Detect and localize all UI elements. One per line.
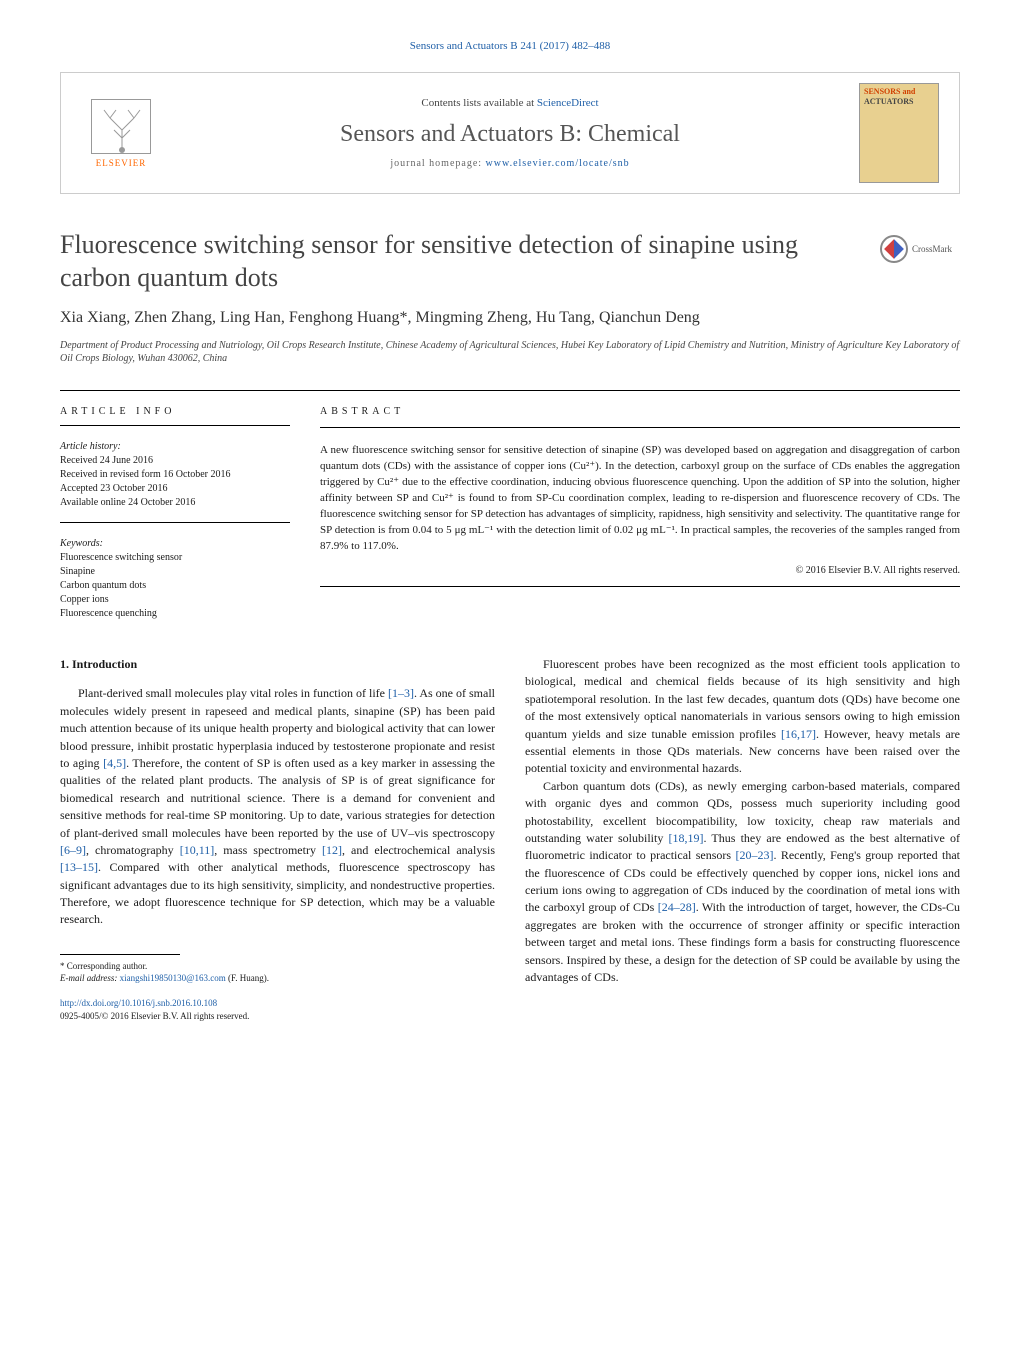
ref-4-5[interactable]: [4,5] (103, 756, 126, 770)
page-header-citation[interactable]: Sensors and Actuators B 241 (2017) 482–4… (60, 40, 960, 52)
article-title: Fluorescence switching sensor for sensit… (60, 229, 860, 294)
masthead: ELSEVIER Contents lists available at Sci… (60, 72, 960, 194)
p1-text-1: Plant-derived small molecules play vital… (78, 686, 388, 700)
p1-text-7: . Compared with other analytical methods… (60, 860, 495, 926)
crossmark-icon (880, 235, 908, 263)
info-divider-2 (60, 522, 290, 523)
p1-text-6: , and electrochemical analysis (342, 843, 495, 857)
email-prefix: E-mail address: (60, 973, 120, 983)
keywords-label: Keywords: (60, 538, 290, 549)
elsevier-logo[interactable]: ELSEVIER (81, 88, 161, 178)
keyword-4: Copper ions (60, 593, 290, 607)
title-row: Fluorescence switching sensor for sensit… (60, 229, 960, 294)
corresponding-author-note: * Corresponding author. E-mail address: … (60, 960, 495, 985)
ref-6-9[interactable]: [6–9] (60, 843, 86, 857)
col2-para-2: Carbon quantum dots (CDs), as newly emer… (525, 778, 960, 987)
abstract-header: ABSTRACT (320, 406, 960, 417)
doi-link[interactable]: http://dx.doi.org/10.1016/j.snb.2016.10.… (60, 998, 217, 1008)
elsevier-label: ELSEVIER (96, 158, 147, 168)
ref-1-3[interactable]: [1–3] (388, 686, 414, 700)
ref-16-17[interactable]: [16,17] (781, 727, 816, 741)
abstract-divider-bottom (320, 586, 960, 587)
elsevier-tree-icon (91, 99, 151, 154)
divider-top (60, 390, 960, 391)
page-container: Sensors and Actuators B 241 (2017) 482–4… (0, 0, 1020, 1063)
authors-line: Xia Xiang, Zhen Zhang, Ling Han, Fenghon… (60, 309, 960, 327)
cover-label-actuators: ACTUATORS (864, 97, 934, 106)
info-abstract-row: ARTICLE INFO Article history: Received 2… (60, 406, 960, 621)
column-right: Fluorescent probes have been recognized … (525, 656, 960, 1023)
p1-text-4: , chromatography (86, 843, 180, 857)
article-info-header: ARTICLE INFO (60, 406, 290, 417)
ref-20-23[interactable]: [20–23] (735, 848, 773, 862)
history-label: Article history: (60, 441, 290, 452)
article-info-block: ARTICLE INFO Article history: Received 2… (60, 406, 290, 621)
keyword-5: Fluorescence quenching (60, 607, 290, 621)
crossmark-button[interactable]: CrossMark (880, 229, 960, 269)
journal-homepage-line: journal homepage: www.elsevier.com/locat… (161, 158, 859, 169)
homepage-prefix: journal homepage: (390, 158, 485, 169)
column-left: 1. Introduction Plant-derived small mole… (60, 656, 495, 1023)
keyword-3: Carbon quantum dots (60, 579, 290, 593)
ref-13-15[interactable]: [13–15] (60, 860, 98, 874)
email-link[interactable]: xiangshi19850130@163.com (120, 973, 226, 983)
footnote-divider (60, 954, 180, 955)
abstract-divider (320, 427, 960, 428)
keyword-1: Fluorescence switching sensor (60, 551, 290, 565)
contents-prefix: Contents lists available at (421, 97, 536, 109)
intro-para-1: Plant-derived small molecules play vital… (60, 685, 495, 928)
history-lines: Received 24 June 2016 Received in revise… (60, 454, 290, 510)
p1-text-5: , mass spectrometry (214, 843, 322, 857)
affiliation: Department of Product Processing and Nut… (60, 339, 960, 365)
two-column-content: 1. Introduction Plant-derived small mole… (60, 656, 960, 1023)
cover-label-sensors: SENSORS and (864, 88, 934, 97)
homepage-link[interactable]: www.elsevier.com/locate/snb (486, 158, 630, 169)
crossmark-label: CrossMark (912, 244, 952, 254)
history-received: Received 24 June 2016 (60, 454, 290, 468)
col2-para-1: Fluorescent probes have been recognized … (525, 656, 960, 778)
history-revised: Received in revised form 16 October 2016 (60, 468, 290, 482)
email-line: E-mail address: xiangshi19850130@163.com… (60, 972, 495, 985)
sciencedirect-link[interactable]: ScienceDirect (537, 97, 599, 109)
ref-18-19[interactable]: [18,19] (668, 831, 703, 845)
ref-10-11[interactable]: [10,11] (180, 843, 215, 857)
issn-copyright: 0925-4005/© 2016 Elsevier B.V. All right… (60, 1010, 495, 1023)
history-accepted: Accepted 23 October 2016 (60, 482, 290, 496)
masthead-center: Contents lists available at ScienceDirec… (161, 97, 859, 169)
abstract-block: ABSTRACT A new fluorescence switching se… (320, 406, 960, 621)
section-1-head: 1. Introduction (60, 656, 495, 673)
p1-text-3: . Therefore, the content of SP is often … (60, 756, 495, 840)
history-online: Available online 24 October 2016 (60, 496, 290, 510)
corresp-label: * Corresponding author. (60, 960, 495, 973)
journal-title: Sensors and Actuators B: Chemical (161, 121, 859, 148)
ref-12[interactable]: [12] (322, 843, 342, 857)
email-suffix: (F. Huang). (226, 973, 269, 983)
abstract-body: A new fluorescence switching sensor for … (320, 443, 960, 555)
keyword-2: Sinapine (60, 565, 290, 579)
journal-cover-thumbnail[interactable]: SENSORS and ACTUATORS (859, 83, 939, 183)
info-divider-1 (60, 425, 290, 426)
keywords-lines: Fluorescence switching sensor Sinapine C… (60, 551, 290, 621)
doi-block: http://dx.doi.org/10.1016/j.snb.2016.10.… (60, 997, 495, 1023)
contents-line: Contents lists available at ScienceDirec… (161, 97, 859, 109)
abstract-copyright: © 2016 Elsevier B.V. All rights reserved… (320, 565, 960, 576)
ref-24-28[interactable]: [24–28] (658, 900, 696, 914)
